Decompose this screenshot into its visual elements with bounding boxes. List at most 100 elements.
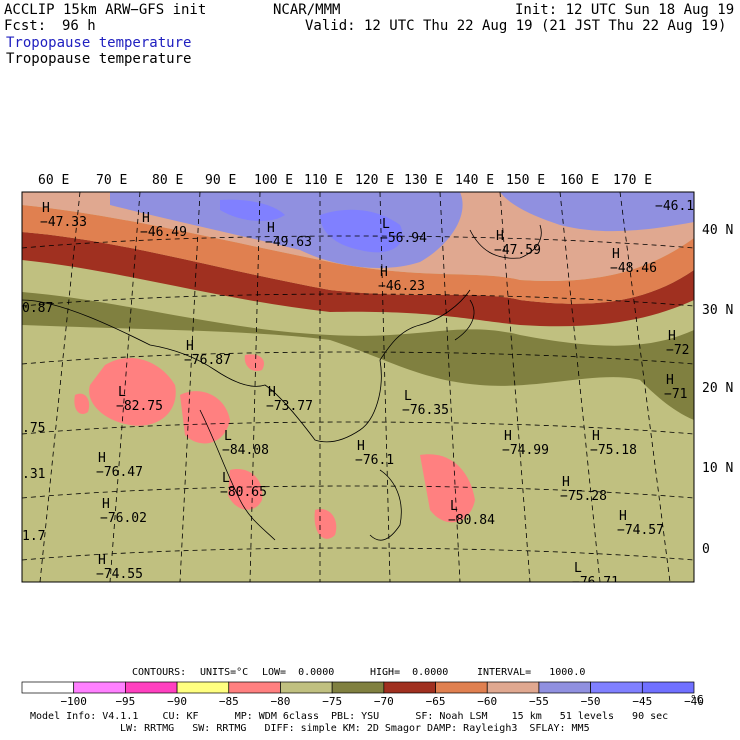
extreme-value: −74.57: [617, 523, 664, 538]
colorbar-label: −50: [580, 695, 601, 708]
longitude-label: 160 E: [560, 173, 599, 188]
colorbar-swatch: [280, 681, 333, 694]
colorbar-label: −95: [115, 695, 136, 708]
extreme-value: .31: [22, 467, 45, 482]
map-frame: [21, 191, 695, 583]
colorbar-label: −85: [218, 695, 239, 708]
colorbar-label: −40: [684, 695, 704, 708]
extreme-marker: H: [98, 553, 106, 568]
extreme-value: −76.02: [100, 511, 147, 526]
colorbar-swatch: [228, 681, 281, 694]
extreme-value: −46.23: [378, 279, 425, 294]
field-title: Tropopause temperature: [6, 51, 192, 67]
forecast-hour: 96 h: [62, 18, 96, 34]
extreme-value: −46.1: [655, 199, 694, 214]
colorbar-swatch: [331, 681, 385, 694]
extreme-value: .75: [22, 421, 45, 436]
colorbar-swatch: [125, 681, 178, 694]
graticule: [21, 191, 695, 583]
latitude-label: 10 N: [702, 461, 733, 476]
colorbar-swatch: [486, 681, 540, 694]
colorbar-swatch: [641, 681, 695, 694]
extreme-value: −74.99: [502, 443, 549, 458]
extreme-value: −56.94: [380, 231, 427, 246]
model-info-line2: LW: RRTMG SW: RRTMG DIFF: simple KM: 2D …: [120, 723, 590, 734]
contours-interval: INTERVAL= 1000.0: [477, 667, 586, 678]
colorbar-swatch: [538, 681, 591, 694]
extreme-marker: H: [98, 451, 106, 466]
extreme-value: −72: [666, 343, 689, 358]
extreme-value: −84.08: [222, 443, 269, 458]
extreme-value: 1.7: [22, 529, 45, 544]
extreme-marker: H: [592, 429, 600, 444]
extreme-value: −47.33: [40, 215, 87, 230]
colorbar-swatch: [21, 681, 75, 694]
extreme-value: −46.49: [140, 225, 187, 240]
extreme-marker: H: [668, 329, 676, 344]
extreme-value: −74.55: [96, 567, 143, 582]
extreme-marker: H: [102, 497, 110, 512]
colorbar-swatch: [73, 681, 126, 694]
colorbar-unit: °C: [690, 693, 704, 706]
extreme-value: −80.84: [448, 513, 495, 528]
extreme-marker: H: [619, 509, 627, 524]
extreme-marker: H: [562, 475, 570, 490]
extreme-value: −76.71: [572, 575, 619, 590]
colorbar-label: −65: [425, 695, 446, 708]
field-title-blue: Tropopause temperature: [6, 35, 192, 51]
colorbar-swatch: [590, 681, 643, 694]
extreme-marker: L: [224, 429, 232, 444]
longitude-label: 60 E: [38, 173, 69, 188]
contours-high: HIGH= 0.0000: [370, 667, 449, 678]
colorbar-swatch: [383, 681, 436, 694]
latitude-labels: 40 N 30 N 20 N 10 N 0: [702, 223, 733, 557]
colorbar-label: −75: [322, 695, 343, 708]
colorbar-label: −100: [60, 695, 87, 708]
extreme-marker: H: [612, 247, 620, 262]
latitude-label: 20 N: [702, 381, 733, 396]
contours-low: LOW= 0.0000: [262, 667, 335, 678]
extreme-value: −49.63: [265, 235, 312, 250]
extreme-marker: H: [380, 265, 388, 280]
latitude-label: 40 N: [702, 223, 733, 238]
colorbar-label: −90: [167, 695, 187, 708]
extreme-marker: H: [267, 221, 275, 236]
extreme-marker: L: [118, 385, 126, 400]
extreme-marker: H: [42, 201, 50, 216]
longitude-label: 140 E: [455, 173, 494, 188]
extreme-marker: H: [142, 211, 150, 226]
forecast-label: Fcst:: [4, 18, 47, 34]
longitude-label: 100 E: [254, 173, 293, 188]
longitude-label: 110 E: [304, 173, 343, 188]
extreme-value: −76.1: [355, 453, 394, 468]
coastlines: [21, 224, 542, 541]
colorbar-label: −60: [477, 695, 498, 708]
extreme-marker: L: [404, 389, 412, 404]
extreme-marker: H: [504, 429, 512, 444]
colorbar-label: −80: [270, 695, 291, 708]
longitude-label: 80 E: [152, 173, 183, 188]
extreme-marker: H: [186, 339, 194, 354]
extreme-value: −73.77: [266, 399, 313, 414]
extreme-marker: H: [357, 439, 365, 454]
model-title: ACCLIP 15km ARW−GFS init: [4, 2, 207, 18]
extreme-marker: H: [496, 229, 504, 244]
map-fill: [22, 192, 694, 582]
colorbar-label: −45: [632, 695, 653, 708]
extreme-value: −71: [664, 387, 687, 402]
extreme-marker: H: [666, 373, 674, 388]
extreme-value: −76.87: [184, 353, 231, 368]
valid-time: Valid: 12 UTC Thu 22 Aug 19 (21 JST Thu …: [305, 18, 727, 34]
colorbar-swatch: [176, 681, 230, 694]
longitude-label: 70 E: [96, 173, 127, 188]
contours-title: CONTOURS:: [132, 667, 187, 678]
org-label: NCAR/MMM: [273, 2, 341, 18]
extreme-value: −47.59: [494, 243, 541, 258]
extreme-marker: L: [382, 217, 390, 232]
longitude-label: 90 E: [205, 173, 236, 188]
longitude-label: 130 E: [404, 173, 443, 188]
extreme-value: −76.35: [402, 403, 449, 418]
extreme-marker: L: [222, 471, 230, 486]
extreme-value: −82.75: [116, 399, 163, 414]
